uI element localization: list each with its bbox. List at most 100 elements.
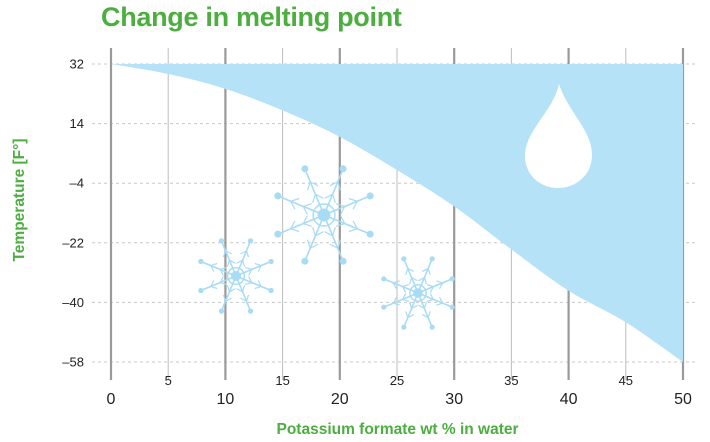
- snowflake-arm: [235, 275, 272, 292]
- snowflake-branch: [226, 260, 231, 267]
- snowflake-branch: [222, 294, 227, 302]
- snowflake-arm: [417, 278, 453, 294]
- x-tick-label: 5: [165, 373, 172, 388]
- snowflake-branch: [340, 215, 346, 224]
- snowflake-branch: [312, 194, 316, 203]
- snowflake-icon: [381, 256, 455, 330]
- snowflake-branch: [315, 231, 324, 237]
- snowflake-arm: [323, 214, 371, 235]
- snowflake-icon: [198, 238, 274, 314]
- snowflake-branch: [303, 203, 312, 207]
- snowflake-branch: [402, 284, 410, 288]
- snowflake-branch: [436, 280, 443, 284]
- snowflake-icon: [274, 165, 374, 265]
- snowflake-arm: [383, 278, 419, 294]
- x-axis-label: Potassium formate wt % in water: [276, 421, 519, 438]
- snowflake-branch: [245, 294, 250, 302]
- snowflake-branch: [429, 293, 434, 300]
- snowflake-branch: [225, 250, 232, 255]
- snowflake-tip: [301, 257, 309, 265]
- snowflake-branch: [426, 284, 434, 288]
- snowflake-branch: [407, 267, 414, 272]
- snowflake-branch: [245, 281, 252, 286]
- snowflake-tip: [339, 165, 347, 173]
- snowflake-branch: [229, 259, 236, 264]
- snowflake-tip: [401, 256, 407, 262]
- snowflake-branch: [315, 193, 324, 199]
- y-tick-label: 14: [70, 116, 84, 131]
- snowflake-branch: [309, 181, 319, 187]
- snowflake-branch: [332, 194, 336, 203]
- snowflake-branch: [426, 298, 434, 302]
- snowflake-branch: [332, 227, 336, 236]
- snowflake-arm: [277, 195, 325, 216]
- snowflake-branch: [405, 268, 409, 275]
- snowflake-branch: [423, 301, 427, 309]
- snowflake-branch: [393, 280, 400, 284]
- snowflake-ring: [226, 266, 246, 286]
- snowflake-arm: [417, 292, 433, 328]
- snowflake-branch: [402, 293, 407, 300]
- snowflake-arm: [200, 260, 237, 277]
- snowflake-branch: [254, 262, 262, 267]
- snowflake-branch: [290, 197, 300, 202]
- snowflake-branch: [405, 311, 409, 318]
- x-tick-label: 25: [390, 373, 404, 388]
- x-tick-label: 30: [445, 391, 463, 408]
- snowflake-arm: [200, 275, 237, 292]
- snowflake-tip: [401, 324, 407, 330]
- snowflake-branch: [407, 314, 414, 319]
- snowflake-branch: [402, 286, 407, 293]
- y-tick-label: –40: [62, 295, 84, 310]
- snowflake-ring: [312, 203, 336, 227]
- snowflake-branch: [248, 269, 253, 276]
- snowflake-branch: [324, 231, 333, 237]
- snowflake-branch: [427, 268, 431, 275]
- snowflake-arm: [323, 214, 344, 262]
- x-tick-label: 20: [331, 391, 349, 408]
- snowflake-branch: [226, 285, 231, 292]
- snowflake-tip: [381, 276, 387, 282]
- snowflake-tip: [301, 165, 309, 173]
- snowflake-branch: [290, 228, 300, 233]
- snowflake-branch: [352, 220, 358, 230]
- snowflake-branch: [219, 276, 224, 283]
- snowflake-branch: [340, 206, 346, 215]
- snowflake-branch: [411, 304, 418, 309]
- snowflake-branch: [409, 277, 413, 285]
- snowflake-tip: [429, 256, 435, 262]
- snowflake-branch: [306, 181, 311, 191]
- snowflake-arm: [403, 292, 419, 328]
- snowflake-branch: [210, 262, 218, 267]
- y-tick-label: –22: [62, 235, 84, 250]
- y-tick-label: –58: [62, 355, 84, 370]
- chart-title: Change in melting point: [101, 2, 402, 32]
- snowflake-tip: [381, 304, 387, 310]
- snowflake-branch: [219, 269, 224, 276]
- snowflake-branch: [236, 259, 243, 264]
- x-tick-label: 45: [619, 373, 633, 388]
- snowflake-branch: [240, 297, 247, 302]
- snowflake-branch: [210, 265, 215, 272]
- water-drop-icon: [525, 84, 592, 188]
- snowflake-branch: [329, 181, 339, 187]
- snowflake-arm: [235, 260, 272, 277]
- snowflake-tip: [339, 257, 347, 265]
- snowflake-branch: [245, 250, 250, 258]
- snowflake-tip: [218, 308, 225, 314]
- snowflake-branch: [422, 314, 429, 319]
- snowflake-tip: [366, 192, 374, 200]
- snowflake-tip: [274, 192, 282, 200]
- snowflake-tip: [247, 238, 254, 244]
- y-axis-label: Temperature [F°]: [11, 138, 28, 262]
- snowflake-branch: [439, 282, 444, 289]
- snowflake-branch: [303, 223, 312, 227]
- snowflake-tip: [449, 304, 455, 310]
- snowflake-arm: [220, 275, 237, 312]
- snowflake-arm: [235, 240, 252, 277]
- icons: [198, 84, 592, 330]
- snowflake-branch: [210, 285, 218, 290]
- x-tick-label: 35: [504, 373, 518, 388]
- snowflake-branch: [220, 281, 227, 286]
